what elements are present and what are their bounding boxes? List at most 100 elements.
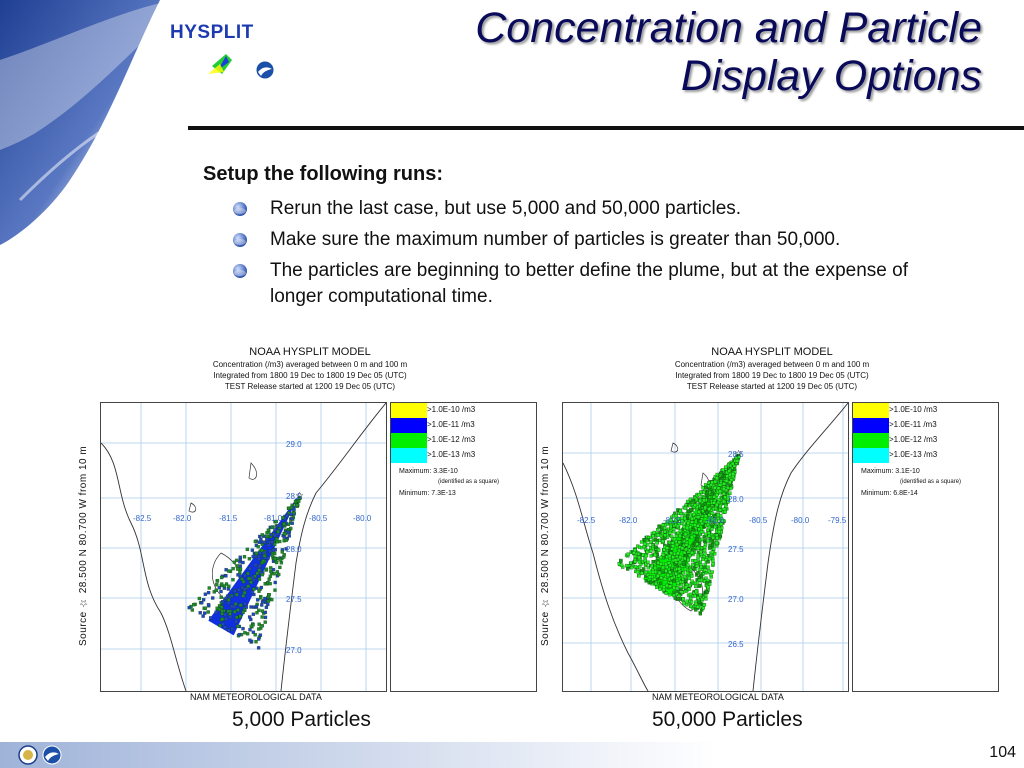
particle bbox=[659, 562, 663, 566]
particle bbox=[231, 578, 235, 582]
legend-row: >1.0E-12 /m3 bbox=[853, 433, 998, 448]
particle bbox=[680, 537, 685, 541]
particle bbox=[220, 609, 224, 613]
particle bbox=[695, 538, 700, 542]
minimum-value: Minimum: 6.8E-14 bbox=[861, 490, 918, 497]
panel-line-3: TEST Release started at 1200 19 Dec 05 (… bbox=[686, 382, 858, 391]
particle bbox=[661, 539, 665, 544]
particle bbox=[298, 495, 302, 500]
particle bbox=[220, 600, 225, 604]
particle bbox=[242, 587, 247, 591]
minimum-value: Minimum: 7.3E-13 bbox=[399, 490, 456, 497]
particle bbox=[645, 550, 649, 554]
particle bbox=[203, 606, 208, 610]
particle bbox=[718, 504, 723, 509]
particle bbox=[697, 493, 701, 497]
particle bbox=[710, 480, 714, 485]
sphere-bullet-icon bbox=[233, 264, 247, 278]
particle bbox=[727, 469, 731, 473]
particle bbox=[293, 499, 298, 504]
particle bbox=[642, 567, 646, 571]
particle bbox=[223, 612, 227, 617]
particle bbox=[219, 595, 223, 599]
particle bbox=[258, 551, 262, 555]
particle bbox=[219, 575, 224, 580]
particle bbox=[273, 528, 277, 532]
particle bbox=[637, 574, 641, 578]
dispersion-map: ☆ -82.5 -82.0 -81.5 -81.0 -80.5 -80.0 -7… bbox=[563, 403, 848, 691]
legend-swatch-blue bbox=[391, 418, 427, 433]
particle bbox=[262, 554, 267, 558]
particle bbox=[258, 633, 263, 637]
particle bbox=[187, 605, 191, 610]
particle bbox=[659, 576, 664, 580]
particle bbox=[718, 483, 723, 487]
particle bbox=[255, 611, 259, 615]
particle bbox=[686, 499, 690, 504]
map-area: ☆ -82.5 -82.0 -81.5 -81.0 -80.5 -80.0 29… bbox=[100, 402, 387, 692]
particle bbox=[260, 624, 264, 628]
particle bbox=[255, 571, 259, 576]
particle bbox=[274, 519, 278, 524]
particle bbox=[206, 610, 210, 614]
particle bbox=[272, 542, 277, 546]
particle bbox=[259, 596, 263, 600]
particle bbox=[257, 622, 261, 626]
particle bbox=[659, 527, 664, 531]
particle bbox=[201, 614, 205, 618]
particle bbox=[226, 628, 231, 632]
particle bbox=[278, 539, 282, 544]
particle bbox=[691, 528, 696, 532]
particle bbox=[694, 589, 698, 594]
particle bbox=[674, 534, 679, 538]
particle bbox=[278, 565, 282, 570]
particle bbox=[681, 597, 685, 601]
particle bbox=[626, 552, 630, 556]
particle bbox=[696, 515, 701, 519]
lat-label: 26.5 bbox=[728, 640, 744, 649]
particle bbox=[273, 580, 277, 585]
particle bbox=[203, 611, 207, 615]
particle bbox=[686, 521, 690, 525]
maximum-note: (identified as a square) bbox=[900, 479, 962, 485]
particle bbox=[668, 570, 672, 574]
particle bbox=[270, 553, 275, 558]
particle bbox=[267, 593, 271, 597]
particle bbox=[699, 519, 703, 523]
particle bbox=[269, 566, 273, 570]
particle bbox=[718, 489, 722, 494]
particle bbox=[678, 533, 682, 538]
particle bbox=[667, 554, 672, 558]
particle bbox=[643, 558, 647, 563]
particle bbox=[726, 496, 730, 501]
particle bbox=[698, 593, 702, 597]
particle bbox=[711, 562, 715, 566]
particle bbox=[659, 581, 663, 585]
particle bbox=[642, 538, 647, 542]
particle bbox=[680, 519, 684, 523]
particle bbox=[283, 532, 288, 536]
particle bbox=[703, 552, 707, 556]
particle bbox=[661, 531, 665, 536]
particle bbox=[689, 604, 693, 609]
legend-label: >1.0E-11 /m3 bbox=[889, 420, 937, 429]
particle bbox=[706, 565, 710, 569]
particle bbox=[279, 561, 284, 565]
particle bbox=[718, 535, 722, 539]
particle bbox=[272, 572, 276, 576]
legend-swatch-cyan bbox=[853, 448, 889, 463]
particle bbox=[712, 494, 716, 499]
caption-50000: 50,000 Particles bbox=[652, 708, 803, 731]
particle bbox=[721, 487, 726, 491]
legend-label: >1.0E-10 /m3 bbox=[427, 405, 476, 414]
lon-label: -81.5 bbox=[663, 516, 682, 525]
particle bbox=[270, 540, 275, 544]
particle bbox=[653, 553, 657, 557]
particle bbox=[266, 599, 271, 603]
particle bbox=[692, 566, 696, 571]
bullet-item: Make sure the maximum number of particle… bbox=[232, 227, 932, 253]
particle bbox=[226, 601, 231, 605]
lon-label: -82.5 bbox=[133, 514, 152, 523]
particle bbox=[664, 591, 668, 595]
particle bbox=[722, 482, 726, 486]
